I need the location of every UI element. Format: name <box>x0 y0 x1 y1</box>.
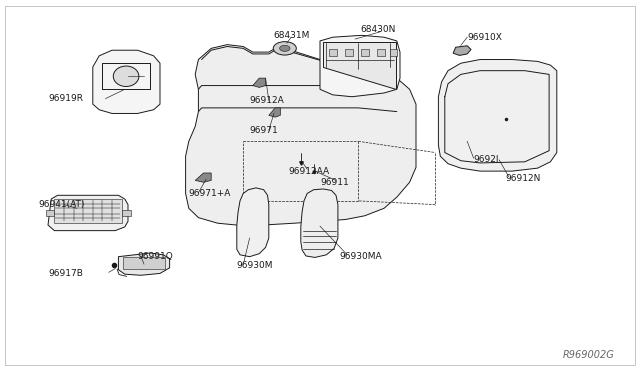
Polygon shape <box>269 108 280 117</box>
Polygon shape <box>320 35 400 97</box>
Bar <box>390 49 397 56</box>
Circle shape <box>273 42 296 55</box>
Text: 96911: 96911 <box>320 178 349 187</box>
Polygon shape <box>323 42 396 89</box>
Text: 96941(AT): 96941(AT) <box>38 200 84 209</box>
Text: 9692I: 9692I <box>474 155 499 164</box>
Text: 96910X: 96910X <box>467 33 502 42</box>
Polygon shape <box>186 45 416 225</box>
Text: 96930M: 96930M <box>237 262 273 270</box>
Bar <box>329 49 337 56</box>
Polygon shape <box>453 46 471 55</box>
Polygon shape <box>122 210 131 216</box>
Text: 96917B: 96917B <box>49 269 83 278</box>
Bar <box>377 49 385 56</box>
Ellipse shape <box>113 66 139 86</box>
Circle shape <box>280 45 290 51</box>
Text: 96912A: 96912A <box>250 96 284 105</box>
Polygon shape <box>301 189 338 257</box>
Text: R969002G: R969002G <box>563 350 614 360</box>
Polygon shape <box>237 188 269 257</box>
Text: 96991Q: 96991Q <box>138 252 173 261</box>
Text: 68431M: 68431M <box>273 31 309 40</box>
Polygon shape <box>118 253 170 275</box>
Polygon shape <box>93 50 160 113</box>
Text: 68430N: 68430N <box>360 25 396 34</box>
Text: 96912AA: 96912AA <box>288 167 329 176</box>
Bar <box>345 49 353 56</box>
Text: 96930MA: 96930MA <box>339 252 382 261</box>
Polygon shape <box>195 173 211 182</box>
Text: 96971: 96971 <box>250 126 278 135</box>
Polygon shape <box>438 60 557 171</box>
Text: 96971+A: 96971+A <box>189 189 231 198</box>
Bar <box>361 49 369 56</box>
Text: 96912N: 96912N <box>506 174 541 183</box>
Polygon shape <box>54 199 122 223</box>
Polygon shape <box>48 195 128 231</box>
Polygon shape <box>46 210 54 216</box>
Polygon shape <box>123 257 165 269</box>
Text: 96919R: 96919R <box>48 94 83 103</box>
Polygon shape <box>253 78 266 87</box>
